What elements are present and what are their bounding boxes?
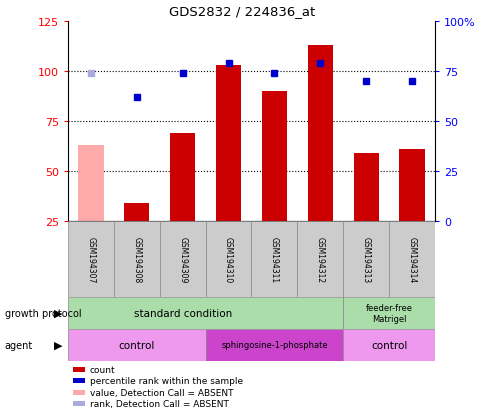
Text: growth protocol: growth protocol [5,308,81,318]
Text: agent: agent [5,340,33,350]
Bar [68,297,343,329]
Bar [205,221,251,297]
Text: control: control [370,340,407,350]
Text: GSM194308: GSM194308 [132,236,141,282]
Bar [159,221,205,297]
Text: GSM194309: GSM194309 [178,236,187,282]
Bar [68,221,114,297]
Text: ▶: ▶ [54,308,62,318]
Text: sphingosine-1-phosphate: sphingosine-1-phosphate [221,341,327,350]
Text: standard condition: standard condition [133,308,231,318]
Text: feeder-free
Matrigel: feeder-free Matrigel [365,304,412,323]
Text: value, Detection Call = ABSENT: value, Detection Call = ABSENT [90,388,233,397]
Bar [78,146,104,221]
Text: GDS2832 / 224836_at: GDS2832 / 224836_at [169,5,315,18]
Text: ▶: ▶ [54,340,62,350]
Text: GSM194310: GSM194310 [224,236,233,282]
Bar [307,46,332,221]
Bar [343,297,434,329]
Bar [251,221,297,297]
Text: GSM194313: GSM194313 [361,236,370,282]
Bar [353,154,378,221]
Bar [215,66,241,221]
Bar [170,134,195,221]
Bar [68,329,205,361]
Text: GSM194311: GSM194311 [270,236,278,282]
Bar [343,221,388,297]
Text: percentile rank within the sample: percentile rank within the sample [90,376,242,385]
Bar [124,204,149,221]
Bar [388,221,434,297]
Bar [261,92,287,221]
Bar [343,329,434,361]
Bar [114,221,159,297]
Text: rank, Detection Call = ABSENT: rank, Detection Call = ABSENT [90,399,228,408]
Bar [205,329,343,361]
Text: count: count [90,365,115,374]
Text: GSM194314: GSM194314 [407,236,416,282]
Text: GSM194307: GSM194307 [86,236,95,282]
Bar [399,150,424,221]
Text: control: control [119,340,155,350]
Text: GSM194312: GSM194312 [315,236,324,282]
Bar [297,221,343,297]
